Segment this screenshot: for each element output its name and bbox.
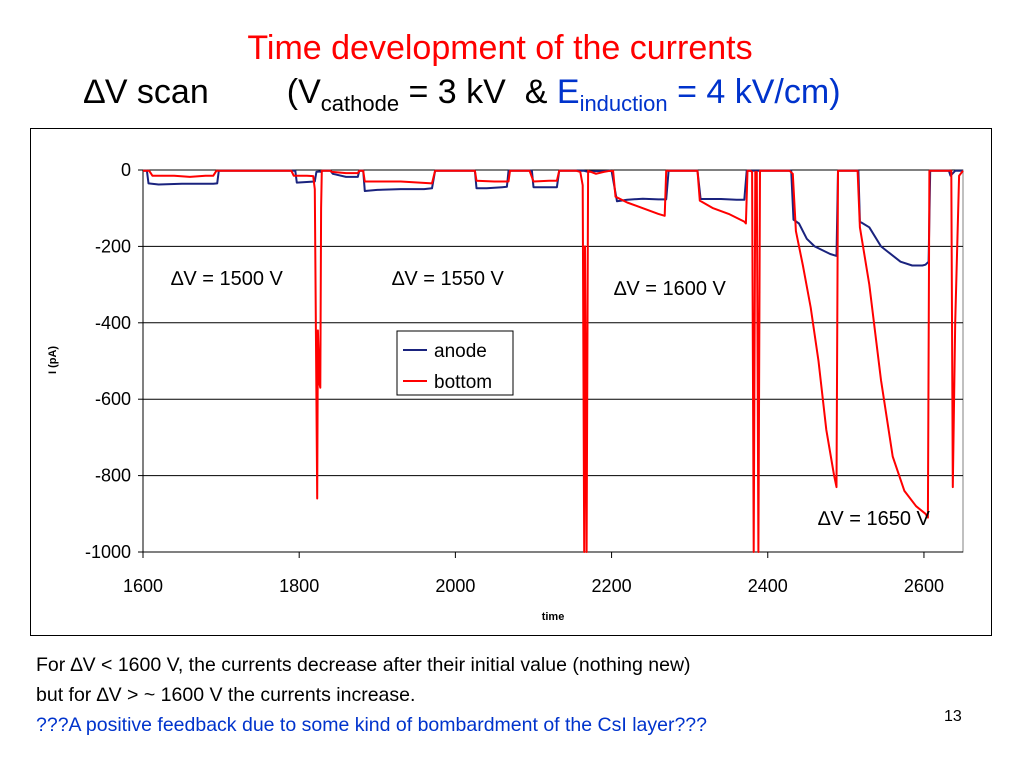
annotation-label: ∆V = 1650 V: [818, 508, 930, 530]
x-tick-label: 1800: [279, 576, 319, 596]
subtitle-cathode-sub: cathode: [320, 90, 400, 116]
x-axis-label: time: [542, 611, 565, 623]
y-tick-label: -200: [95, 236, 131, 256]
y-tick-label: -1000: [85, 542, 131, 562]
note-line-2: but for ∆V > ~ 1600 V the currents incre…: [36, 684, 416, 706]
slide-title: Time development of the currents: [247, 29, 753, 67]
page-number: 13: [944, 708, 962, 725]
x-tick-label: 2600: [904, 576, 944, 596]
x-tick-label: 2400: [748, 576, 788, 596]
x-tick-label: 2200: [592, 576, 632, 596]
series-line-bottom: [143, 169, 964, 553]
subtitle-induction-val: = 4 kV/cm): [667, 73, 841, 111]
y-tick-label: 0: [121, 160, 131, 180]
plot-area: [142, 169, 964, 553]
notes: For ∆V < 1600 V, the currents decrease a…: [36, 650, 707, 740]
y-axis-label: I (pA): [47, 346, 59, 374]
x-tick-label: 2000: [435, 576, 475, 596]
x-tick-label: 1600: [123, 576, 163, 596]
subtitle-e: E: [556, 73, 580, 111]
subtitle-cathode-val: = 3 kV &: [399, 73, 557, 111]
annotation-label: ∆V = 1600 V: [614, 278, 726, 300]
note-line-3: ???A positive feedback due to some kind …: [36, 714, 707, 736]
annotation-label: ∆V = 1550 V: [392, 268, 504, 290]
y-tick-label: -800: [95, 466, 131, 486]
subtitle-open: (V: [286, 73, 321, 111]
subtitle-delta: ∆: [84, 73, 105, 111]
y-tick-label: -400: [95, 313, 131, 333]
subtitle-scan: V scan: [104, 73, 209, 111]
note-line-1: For ∆V < 1600 V, the currents decrease a…: [36, 654, 691, 676]
legend-label-anode: anode: [434, 341, 487, 362]
y-tick-label: -600: [95, 389, 131, 409]
slide-subtitle: ∆V scan (Vcathode = 3 kV & Einduction = 4…: [84, 70, 841, 126]
legend-label-bottom: bottom: [434, 372, 492, 393]
subtitle-induction-sub: induction: [579, 90, 668, 116]
annotation-label: ∆V = 1500 V: [171, 268, 283, 290]
legend-box: [396, 330, 514, 396]
chart-frame: [30, 128, 992, 636]
